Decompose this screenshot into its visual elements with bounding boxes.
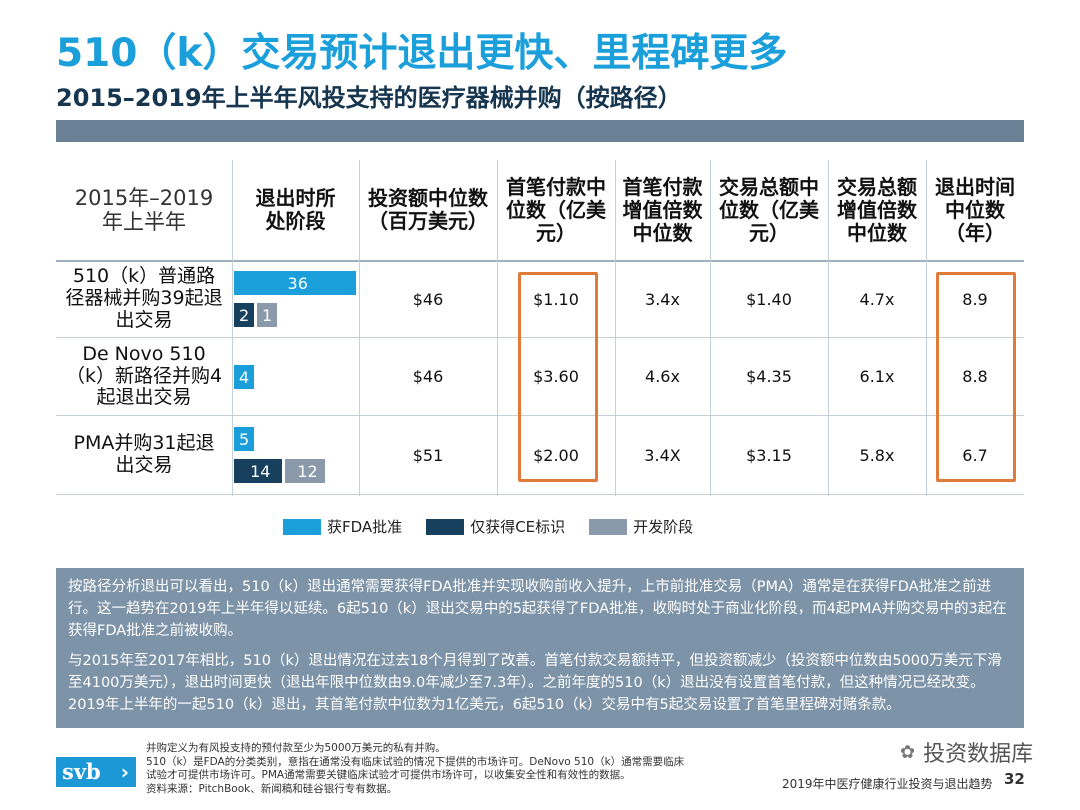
cell-investment: $51 [412, 445, 444, 465]
cell-time-to-exit: 8.9 [962, 289, 988, 309]
watermark-text: 投资数据库 [923, 742, 1034, 767]
header-divider [56, 260, 1024, 262]
cell-investment: $46 [412, 367, 444, 386]
legend-item: 开发阶段 [589, 516, 693, 537]
footnote-line: 并购定义为有风投支持的预付款至少为5000万美元的私有并购。 [146, 742, 446, 754]
legend-swatch [426, 518, 465, 535]
footnote-line: 试验才可提供市场许可。PMA通常需要关键临床试验才可提供市场许可，以收集安全性和… [146, 769, 631, 781]
cell-total: $4.35 [746, 367, 792, 386]
bar-development-stage: 1 [257, 303, 277, 327]
upfront-highlight-box [518, 272, 598, 482]
footer-report-title: 2019年中医疗健康行业投资与退出趋势 [782, 777, 993, 791]
exit-table: 2015年–2019年上半年 退出时所处阶段 投资额中位数（百万美元） 首笔付款… [56, 160, 1024, 496]
watermark: ✿ 投资数据库 [900, 736, 1033, 768]
col-divider [497, 160, 498, 496]
cell-investment: $46 [412, 289, 444, 309]
description-paragraph: 按路径分析退出可以看出，510（k）退出通常需要获得FDA批准并实现收购前收入提… [68, 579, 1007, 639]
header-rule [56, 120, 1024, 142]
col-divider [926, 160, 927, 496]
bar-ce-mark-only: 2 [234, 303, 254, 327]
col-divider [710, 160, 711, 496]
legend-label: 开发阶段 [633, 518, 694, 536]
header-investment: 投资额中位数（百万美元） [368, 186, 488, 233]
header-upfront-multiple: 首笔付款增值倍数中位数 [622, 174, 703, 245]
row-label: PMA并购31起退出交易 [73, 432, 215, 476]
page-number: 32 [1004, 770, 1025, 788]
cell-upfront-multiple: 4.6x [645, 367, 680, 386]
cell-upfront: $2.00 [533, 445, 579, 465]
cell-time-to-exit: 8.8 [962, 367, 988, 386]
exit-time-highlight-box [936, 272, 1016, 482]
col-divider [359, 160, 360, 496]
row-label: 510（k）普通路径器械并购39起退出交易 [65, 265, 223, 331]
row-divider [56, 494, 1024, 495]
cell-total-multiple: 4.7x [859, 289, 895, 309]
row-label: De Novo 510（k）新路径并购4起退出交易 [65, 342, 223, 409]
cell-upfront-multiple: 3.4X [644, 445, 681, 465]
svb-logo: svb › [56, 757, 136, 787]
bar-ce-mark-only: 14 [234, 459, 282, 483]
description-panel: 按路径分析退出可以看出，510（k）退出通常需要获得FDA批准并实现收购前收入提… [56, 568, 1024, 728]
header-time-to-exit: 退出时间中位数（年） [935, 174, 1015, 245]
row-divider [56, 337, 1024, 338]
page-title: 510（k）交易预计退出更快、里程碑更多 [56, 31, 788, 76]
legend-item: 仅获得CE标识 [426, 516, 565, 537]
footnote-line: 510（k）是FDA的分类类别，意指在通常没有临床试验的情况下提供的市场许可。D… [146, 755, 685, 768]
col-divider [615, 160, 616, 496]
description-paragraph: 与2015年至2017年相比，510（k）退出情况在过去18个月得到了改善。首笔… [68, 653, 1002, 713]
bar-fda-approved: 4 [234, 365, 254, 389]
wechat-icon: ✿ [900, 741, 916, 763]
bar-development-stage: 12 [284, 459, 326, 483]
legend-label: 仅获得CE标识 [470, 518, 566, 536]
cell-total: $3.15 [746, 445, 792, 465]
legend-label: 获FDA批准 [327, 518, 403, 536]
legend-swatch [283, 518, 321, 535]
chevron-right-icon: › [120, 760, 129, 784]
footnotes: 并购定义为有风投支持的预付款至少为5000万美元的私有并购。 510（k）是FD… [146, 742, 766, 796]
page-subtitle: 2015–2019年上半年风投支持的医疗器械并购（按路径） [56, 84, 682, 112]
cell-upfront-multiple: 3.4x [645, 289, 680, 309]
cell-total: $1.40 [746, 289, 792, 309]
col-divider [232, 160, 233, 496]
header-total: 交易总额中位数（亿美元） [719, 174, 819, 245]
cell-time-to-exit: 6.7 [962, 445, 988, 465]
legend-swatch [589, 518, 628, 535]
bar-fda-approved: 5 [234, 427, 254, 451]
cell-upfront: $1.10 [533, 289, 579, 309]
header-stage: 退出时所处阶段 [255, 186, 336, 233]
header-total-multiple: 交易总额增值倍数中位数 [837, 174, 917, 245]
cell-upfront: $3.60 [533, 367, 579, 386]
cell-total-multiple: 5.8x [859, 445, 895, 465]
bar-fda-approved: 36 [234, 271, 357, 295]
legend-item: 获FDA批准 [283, 516, 402, 537]
header-upfront: 首笔付款中位数（亿美元） [506, 174, 606, 245]
header-period: 2015年–2019年上半年 [74, 185, 214, 234]
cell-total-multiple: 6.1x [859, 367, 895, 386]
chart-legend: 获FDA批准 仅获得CE标识 开发阶段 [283, 516, 717, 537]
footnote-line: 资料来源：PitchBook、新闻稿和硅谷银行专有数据。 [146, 782, 398, 795]
col-divider [828, 160, 829, 496]
logo-text: svb [62, 759, 101, 784]
row-divider [56, 415, 1024, 416]
